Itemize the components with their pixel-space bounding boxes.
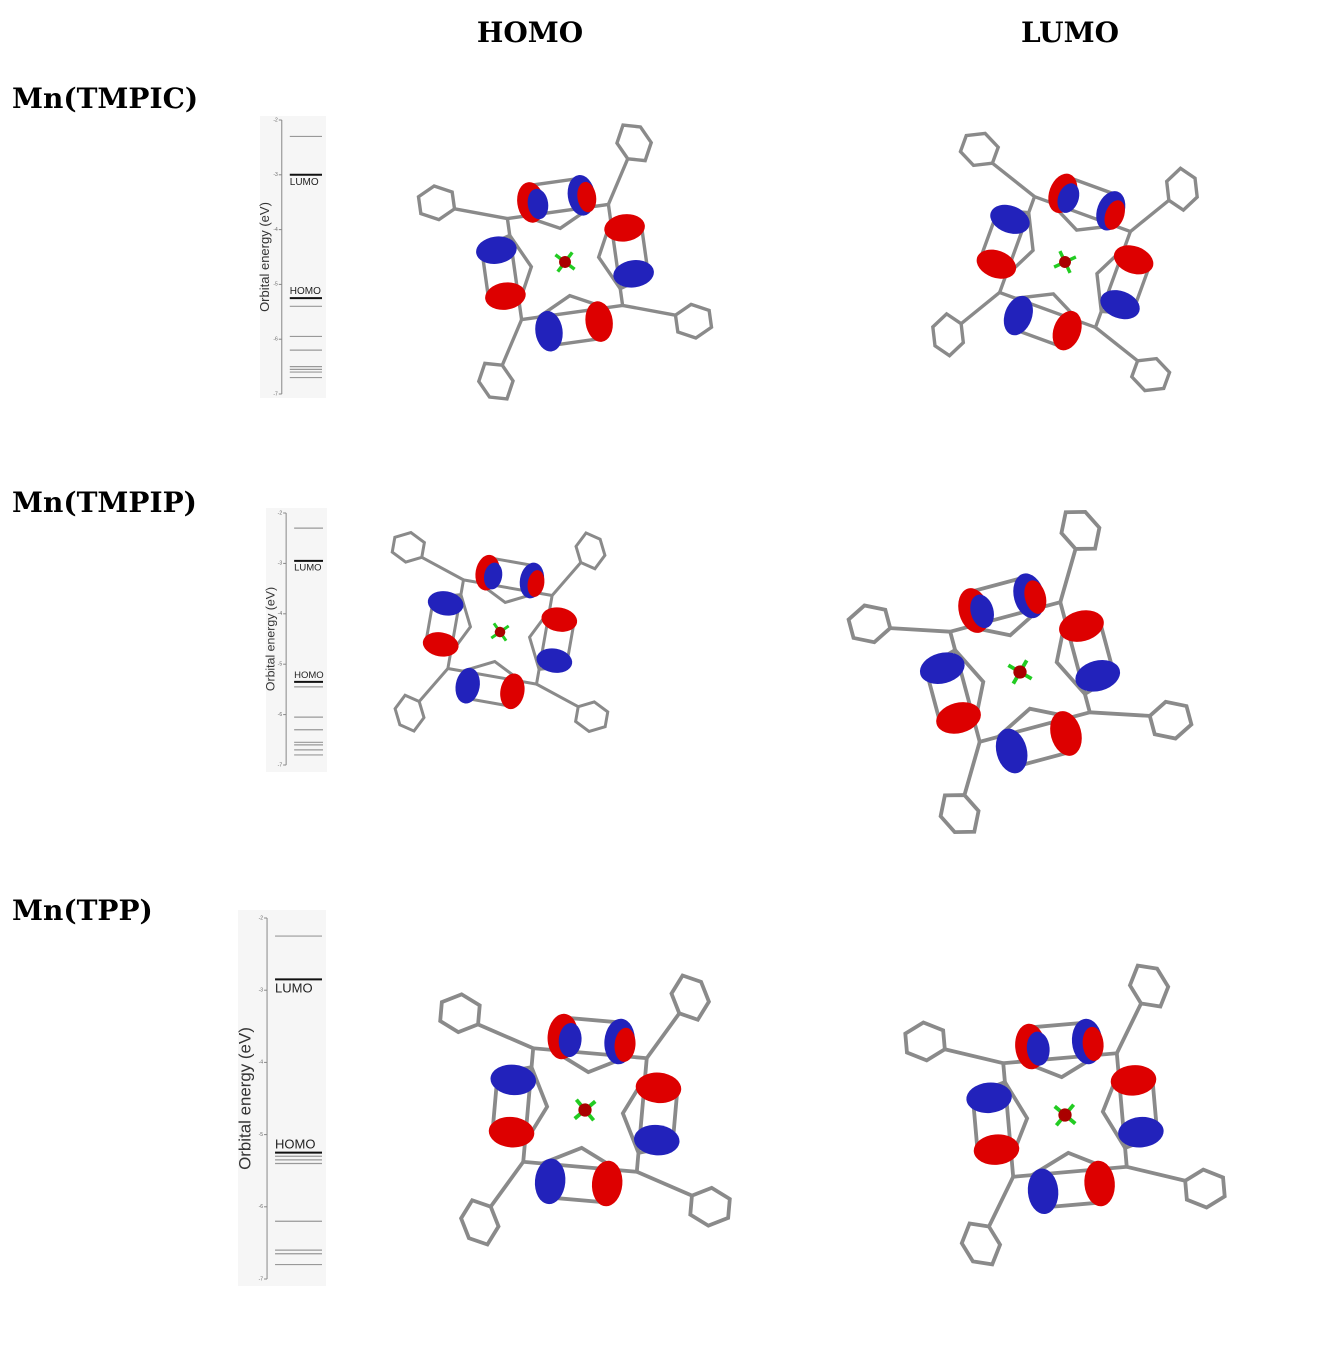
tick-label: -4: [273, 227, 278, 233]
tick-label: -2: [273, 117, 278, 123]
row-label: Mn(TMPIP): [12, 486, 197, 519]
homo-label: HOMO: [275, 1137, 315, 1152]
tick-label: -6: [259, 1204, 264, 1210]
figure: HOMO LUMO Mn(TMPIC) Mn(TMPIP) Mn(TPP) -2…: [0, 0, 1322, 1349]
homo-label: HOMO: [294, 670, 324, 681]
tick-label: -7: [273, 391, 278, 397]
axis-label: Orbital energy (eV): [257, 202, 272, 312]
tick-label: -3: [278, 561, 283, 567]
lumo-label: LUMO: [290, 177, 319, 188]
column-header: HOMO: [477, 16, 583, 49]
row-label: Mn(TPP): [12, 894, 153, 927]
energy-diagram: -2 -3 -4 -5 -6 -7 Orbital energy (eV) LUMO HOMO: [235, 910, 326, 1286]
row-label: Mn(TMPIC): [12, 82, 198, 115]
tick-label: -7: [259, 1276, 264, 1282]
tick-label: -2: [259, 915, 264, 921]
lumo-label: LUMO: [294, 562, 321, 573]
tick-label: -3: [273, 172, 278, 178]
tick-label: -2: [278, 510, 283, 516]
axis-label: Orbital energy (eV): [235, 1027, 254, 1170]
tick-label: -5: [278, 662, 283, 668]
tick-label: -4: [259, 1060, 264, 1066]
energy-diagram: -2 -3 -4 -5 -6 -7 Orbital energy (eV) LUMO HOMO: [264, 508, 327, 772]
tick-label: -4: [278, 611, 283, 617]
homo-label: HOMO: [290, 286, 321, 297]
tick-label: -5: [273, 282, 278, 288]
molecule-images: [362, 96, 1236, 1271]
tick-label: -7: [278, 762, 283, 768]
tick-label: -6: [273, 337, 278, 343]
tick-label: -3: [259, 988, 264, 994]
column-header: LUMO: [1021, 16, 1119, 49]
tick-label: -6: [278, 712, 283, 718]
energy-diagram: -2 -3 -4 -5 -6 -7 Orbital energy (eV) LUMO HOMO: [257, 116, 326, 398]
axis-label: Orbital energy (eV): [264, 587, 278, 691]
tick-label: -5: [259, 1132, 264, 1138]
lumo-label: LUMO: [275, 980, 313, 995]
